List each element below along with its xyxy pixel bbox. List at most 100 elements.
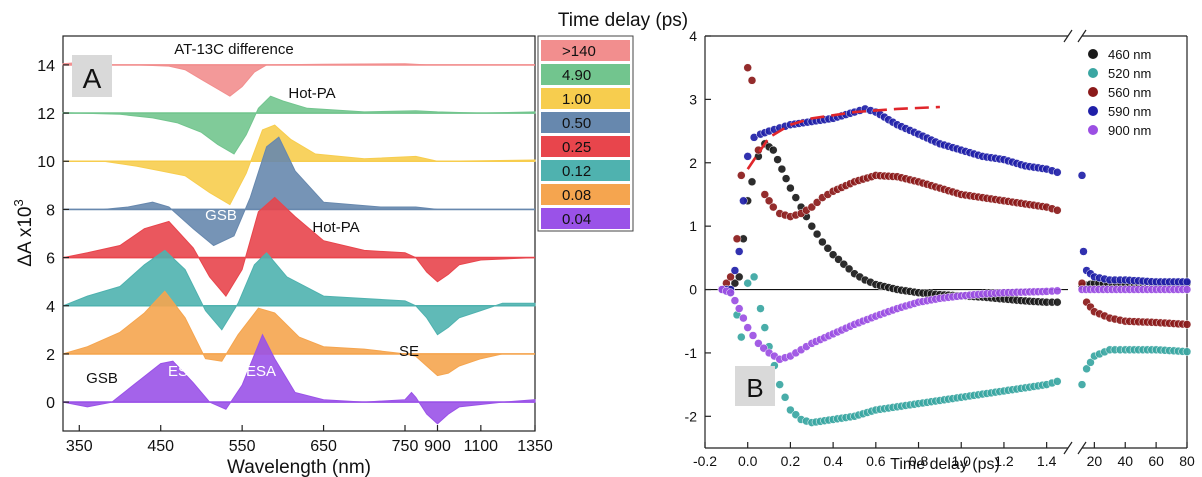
series-1-point-98 (1182, 347, 1192, 356)
b-xtick-right-label-1: 40 (1117, 453, 1133, 469)
series-4 (717, 285, 1192, 364)
panel-a-ylabel-main: ΔA x10 (15, 207, 36, 267)
a-xtick-label-1: 450 (147, 438, 174, 455)
series-1-point-74 (1053, 377, 1062, 386)
b-break-mark-1a (1063, 441, 1073, 455)
series-1-point-4 (737, 332, 746, 342)
panel-b-axes: -0.2 0.0 0.2 0.4 0.6 0.8 1.0 1.2 1.4 20 40 60 80-2-1… (685, 28, 1195, 469)
legend-swatch-0 (541, 40, 630, 61)
series-0-point-11 (769, 145, 778, 155)
series-3-point-76 (1077, 171, 1087, 180)
series-0-point-3 (730, 278, 740, 288)
legend-label-6: 0.08 (562, 187, 591, 204)
annotation-hot-pa-2: Hot-PA (312, 219, 359, 236)
series-2-point-6 (747, 76, 757, 85)
b-ytick-label-3: 1 (689, 218, 697, 234)
series-3-point-100 (1182, 277, 1192, 287)
series-2-point-9 (764, 196, 774, 206)
a-ytick-label-2: 4 (46, 299, 55, 316)
b-break-mark-0b (1077, 29, 1087, 43)
b-legend-label-4: 900 nm (1108, 123, 1151, 138)
series-4-point-100 (1182, 285, 1192, 294)
legend-swatch-1 (541, 64, 630, 85)
legend-swatch-6 (541, 184, 630, 205)
b-legend-marker-2 (1088, 87, 1098, 97)
b-xtick-left-label-0: -0.2 (693, 453, 717, 469)
series-4-point-2 (726, 288, 735, 297)
b-ytick-label-5: 3 (689, 91, 697, 107)
b-legend-label-3: 590 nm (1108, 104, 1151, 119)
b-break-mark-0a (1063, 29, 1073, 43)
panel-a-frame (62, 35, 536, 432)
series-2-point-2 (726, 272, 735, 282)
b-xtick-left-label-4: 0.6 (866, 453, 886, 469)
panel-b-xlabel: Time delay (ps) (890, 456, 1000, 473)
panel-a-ylabel-group: ΔA x103 (11, 199, 36, 266)
a-ytick-label-6: 12 (37, 106, 55, 123)
annotation-esa-1: ESA (168, 363, 198, 380)
panel-b-kinetics (717, 63, 1192, 427)
a-xtick-label-6: 1100 (464, 438, 499, 455)
panel-b: -0.2 0.0 0.2 0.4 0.6 0.8 1.0 1.2 1.4 20 40 60 80-2-1… (685, 28, 1195, 473)
b-xtick-right-label-0: 20 (1087, 453, 1103, 469)
series-2 (717, 63, 1192, 329)
legend-swatch-2 (541, 88, 630, 109)
series-1-point-7 (756, 304, 765, 313)
spectrum-area-5 (62, 249, 536, 336)
panel-a-axes: 350 450 550 650 750 900 1100 1350 0 2 4 6 8 10 12 14 (37, 58, 553, 455)
series-4-point-3 (730, 296, 740, 305)
b-xtick-left-label-3: 0.4 (823, 453, 843, 469)
series-1-point-11 (775, 380, 784, 389)
b-xtick-left-label-6: 1.0 (952, 453, 972, 469)
series-0-point-26 (844, 264, 854, 274)
legend-label-7: 0.04 (562, 211, 591, 228)
series-1-point-75 (1077, 380, 1087, 389)
series-1-point-13 (786, 405, 795, 415)
annotation-hot-pa-1: Hot-PA (288, 85, 335, 102)
b-ytick-label-1: -1 (685, 345, 698, 361)
a-ytick-label-7: 14 (37, 58, 55, 75)
b-legend-label-1: 520 nm (1108, 66, 1151, 81)
legend-items: >140 4.90 1.00 0.50 0.25 0.12 0.08 0.04 (541, 40, 630, 229)
panel-b-label-box (735, 366, 775, 406)
annotation-se: SE (399, 343, 419, 360)
legend-swatch-3 (541, 112, 630, 133)
series-3-point-6 (743, 152, 752, 161)
panel-a-ylabel: ΔA x103 (11, 199, 36, 266)
series-4-point-4 (734, 304, 744, 313)
series-0-point-15 (786, 183, 795, 193)
panel-a-spectra (62, 61, 536, 425)
series-0-point-14 (781, 174, 791, 183)
b-legend-label-0: 460 nm (1108, 47, 1151, 62)
series-0-point-12 (773, 155, 782, 164)
b-legend-marker-3 (1088, 106, 1098, 116)
b-ytick-label-4: 2 (689, 155, 697, 171)
series-4-point-9 (759, 343, 768, 353)
a-ytick-label-5: 10 (37, 154, 55, 171)
series-2-point-17 (807, 202, 817, 212)
series-0-point-20 (812, 229, 822, 239)
legend-label-5: 0.12 (562, 163, 591, 180)
panel-b-legend: 460 nm 520 nm 560 nm 590 nm 900 nm (1088, 47, 1151, 138)
legend-swatch-4 (541, 136, 630, 157)
b-legend-label-2: 560 nm (1108, 85, 1151, 100)
b-legend-marker-0 (1088, 49, 1098, 59)
a-ytick-label-1: 2 (46, 347, 55, 364)
series-1-point-8 (760, 323, 770, 332)
b-xtick-left-label-5: 0.8 (909, 453, 929, 469)
series-0-point-23 (828, 250, 838, 259)
a-xtick-label-2: 550 (229, 438, 256, 455)
series-1-point-76 (1082, 364, 1091, 374)
series-3-point-4 (734, 247, 744, 256)
annotation-esa-2: ESA (246, 363, 276, 380)
a-xtick-label-5: 900 (424, 438, 451, 455)
series-2-point-8 (760, 190, 770, 199)
a-ytick-label-4: 8 (46, 202, 55, 219)
spectrum-area-4 (62, 196, 536, 297)
b-xtick-left-label-8: 1.4 (1037, 453, 1057, 469)
series-1-point-77 (1086, 358, 1095, 367)
series-0-point-73 (1053, 297, 1062, 307)
series-2-point-5 (743, 63, 752, 72)
